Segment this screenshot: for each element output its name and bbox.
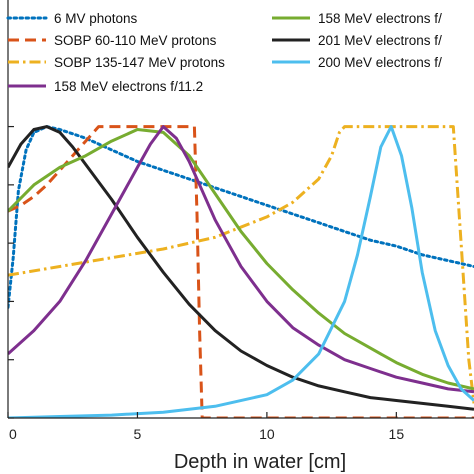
- legend-label: 6 MV photons: [54, 11, 138, 26]
- series-line-1: [8, 125, 474, 309]
- legend-label: SOBP 60-110 MeV protons: [54, 33, 217, 48]
- x-tick-label: 15: [389, 426, 405, 442]
- series-line-5: [8, 128, 474, 391]
- legend-label: 158 MeV electrons f/11.2: [54, 79, 203, 94]
- x-tick-label: 10: [259, 426, 275, 442]
- series-line-4: [8, 125, 474, 394]
- x-tick-label: 5: [134, 426, 142, 442]
- series-line-7: [8, 125, 474, 418]
- x-tick-label: 0: [9, 426, 17, 442]
- x-axis-label: Depth in water [cm]: [174, 451, 346, 473]
- legend-label: 200 MeV electrons f/: [318, 55, 442, 70]
- axes-group: 0 5 10 15: [7, 0, 474, 442]
- legend-label: 158 MeV electrons f/: [318, 11, 442, 26]
- series-line-6: [8, 125, 474, 411]
- legend-label: 201 MeV electrons f/: [318, 33, 442, 48]
- plot-area-group: [8, 125, 474, 418]
- series-line-3: [8, 125, 474, 404]
- legend-group: 6 MV photons SOBP 60-110 MeV protons SOBP …: [6, 11, 442, 94]
- legend-label: SOBP 135-147 MeV protons: [54, 55, 225, 70]
